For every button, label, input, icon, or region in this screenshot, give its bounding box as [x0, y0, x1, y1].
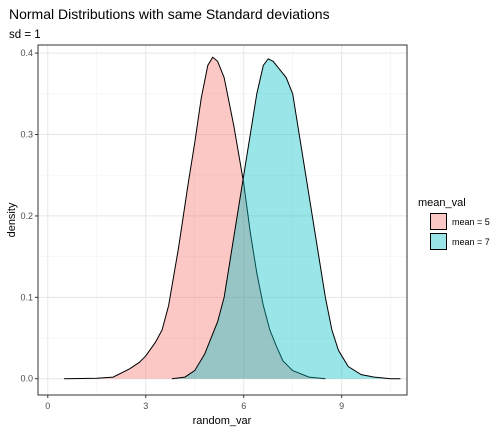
x-tick-label: 0	[45, 401, 50, 411]
legend: mean_val mean = 5 mean = 7	[418, 197, 490, 250]
y-axis: 0.0 0.1 0.2 0.3 0.4	[20, 48, 38, 384]
plot-border	[37, 44, 408, 396]
y-axis-label: density	[6, 202, 18, 237]
legend-label-2: mean = 7	[452, 237, 490, 247]
y-tick-label: 0.1	[20, 292, 33, 302]
density-area-1	[64, 57, 326, 379]
x-axis: 0 3 6 9	[45, 395, 344, 411]
legend-key-1	[430, 213, 447, 230]
legend-key-2	[430, 233, 447, 250]
density-outline-1	[64, 56, 326, 380]
legend-title: mean_val	[418, 197, 466, 209]
x-tick-label: 6	[241, 401, 246, 411]
y-tick-label: 0.4	[20, 48, 33, 58]
chart-title: Normal Distributions with same Standard …	[9, 6, 330, 22]
y-tick-label: 0.0	[20, 374, 33, 384]
plot-panel	[38, 45, 407, 395]
density-area-2	[171, 58, 401, 379]
grid-major	[38, 45, 407, 395]
x-tick-label: 3	[143, 401, 148, 411]
x-tick-label: 9	[339, 401, 344, 411]
density-areas	[64, 56, 401, 380]
y-tick-label: 0.3	[20, 130, 33, 140]
density-outline-2	[171, 58, 401, 380]
legend-label-1: mean = 5	[452, 217, 490, 227]
chart-subtitle: sd = 1	[9, 29, 41, 41]
x-axis-label: random_var	[193, 415, 252, 427]
grid-minor	[38, 45, 407, 395]
y-tick-label: 0.2	[20, 211, 33, 221]
